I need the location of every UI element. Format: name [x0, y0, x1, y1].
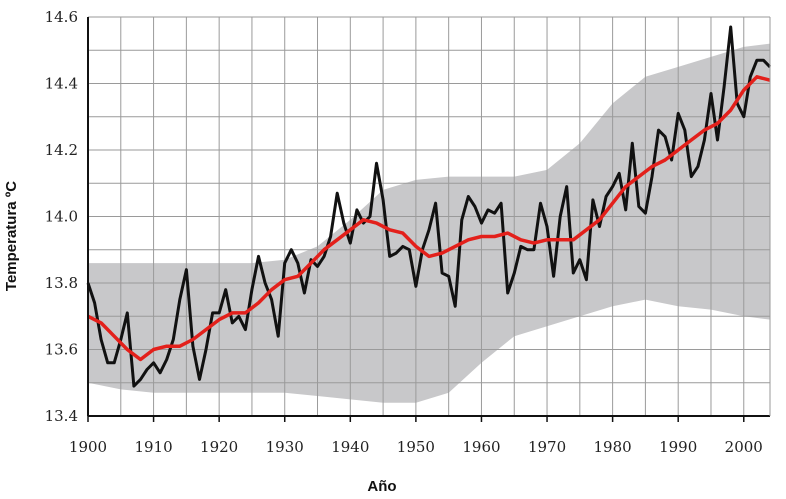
series-layer: [86, 25, 772, 388]
y-tick-label: 14.6: [45, 8, 78, 26]
y-tick-label: 13.4: [45, 407, 78, 425]
x-tick-label: 1940: [331, 438, 369, 456]
x-tick-label: 2000: [725, 438, 763, 456]
y-tick-label: 14.4: [45, 75, 78, 93]
x-tick-label: 1980: [594, 438, 632, 456]
tick-label-layer: 1900 1910 1920 1930 1940 1950 1960 1970 1980 1990…: [45, 8, 763, 456]
x-tick-label: 1910: [134, 438, 172, 456]
x-tick-label: 1950: [397, 438, 435, 456]
x-tick-label: 1930: [266, 438, 304, 456]
x-tick-label: 1970: [528, 438, 566, 456]
x-tick-label: 1920: [200, 438, 238, 456]
axis-layer: [87, 17, 771, 417]
y-tick-label: 14.2: [45, 141, 78, 159]
annual-temperature-line: [86, 25, 772, 388]
uncertainty-band: [88, 43, 770, 403]
x-tick-label: 1960: [462, 438, 500, 456]
uncertainty-band-layer: [88, 43, 770, 403]
x-tick-label: 1990: [659, 438, 697, 456]
y-axis-title: Temperatura ºC: [3, 181, 20, 291]
y-tick-label: 13.6: [45, 341, 78, 359]
x-axis-title: Año: [367, 478, 396, 495]
y-tick-label: 13.8: [45, 274, 78, 292]
smoothed-temperature-line: [87, 75, 771, 362]
y-tick-label: 14.0: [45, 208, 78, 226]
x-tick-label: 1900: [69, 438, 107, 456]
